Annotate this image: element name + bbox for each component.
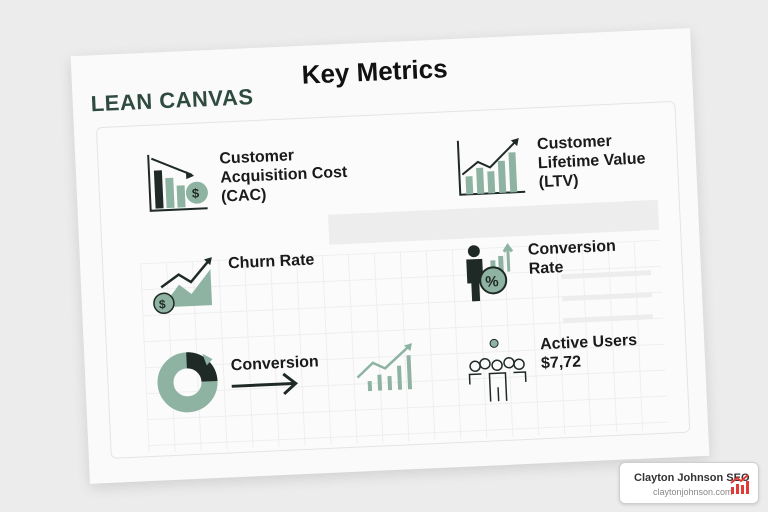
metric-conversion-rate: % Conversion Rate	[460, 236, 631, 304]
metric-label: Churn Rate	[227, 251, 315, 273]
declining-bar-chart-dollar-icon: $	[147, 154, 208, 212]
brand-label: LEAN CANVAS	[90, 84, 254, 117]
svg-text:%: %	[485, 273, 499, 291]
metric-conversion: Conversion	[154, 341, 319, 418]
svg-text:$: $	[159, 297, 167, 311]
svg-text:$: $	[192, 186, 201, 201]
metric-cac: $ Customer Acquisition Cost (CAC)	[145, 144, 352, 215]
person-percent-icon: %	[466, 242, 514, 302]
metric-active-users: Active Users $7,72	[464, 331, 640, 405]
lean-canvas-card: LEAN CANVAS Key Metrics $ Customer Acqui…	[70, 28, 710, 484]
metric-value: $7,72	[540, 353, 582, 373]
watermark-url: claytonjohnson.com	[653, 487, 733, 497]
metric-label: Customer Acquisition Cost (CAC)	[219, 147, 348, 206]
metric-label: Conversion Rate	[527, 237, 617, 278]
page-title: Key Metrics	[301, 53, 449, 90]
watermark-badge: Clayton Johnson SEO claytonjohnson.com	[619, 462, 759, 504]
metric-label: Customer Lifetime Value (LTV)	[536, 132, 646, 192]
rising-bar-chart-icon	[356, 343, 413, 392]
rising-bar-chart-icon	[456, 138, 526, 196]
metric-churn: $ Churn Rate	[150, 250, 317, 315]
red-growth-chart-icon	[730, 474, 749, 494]
watermark-name: Clayton Johnson SEO	[634, 472, 750, 484]
donut-chart-arrow-icon	[157, 352, 299, 413]
user-group-icon	[468, 338, 527, 402]
metric-label: Conversion	[230, 353, 320, 375]
metric-ltv: Customer Lifetime Value (LTV)	[455, 130, 650, 199]
rising-area-chart-dollar-icon: $	[153, 257, 213, 315]
